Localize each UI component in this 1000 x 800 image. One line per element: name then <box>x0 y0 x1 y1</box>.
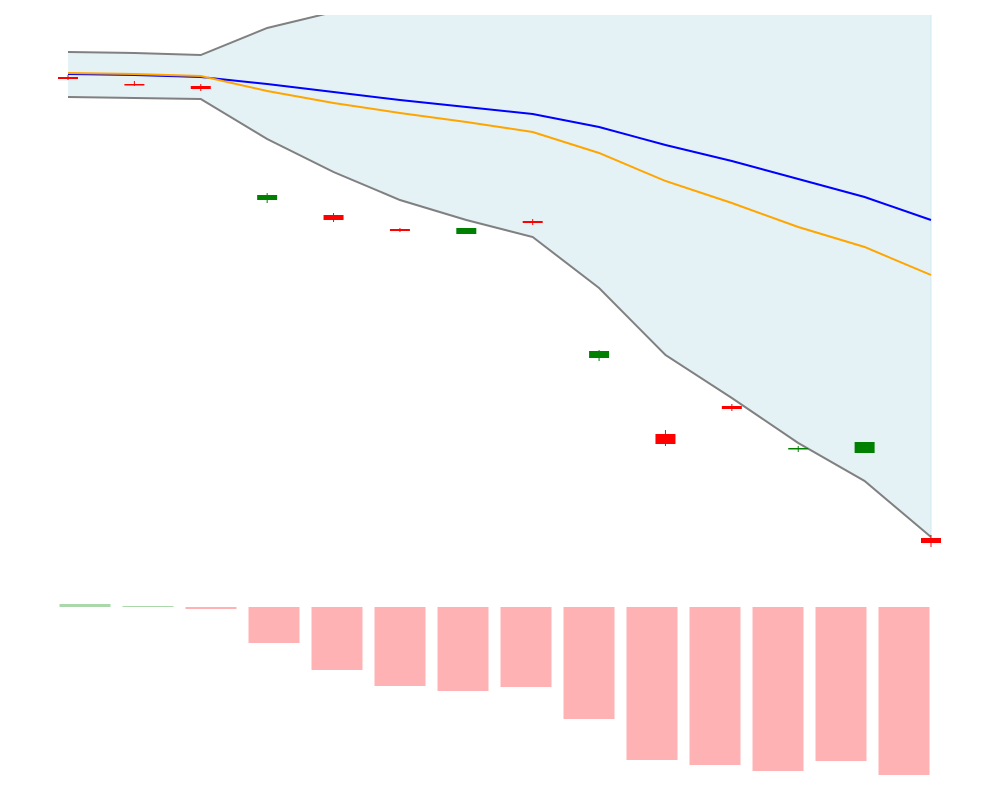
histogram-bar <box>248 607 300 643</box>
candle-body <box>257 195 278 200</box>
histogram-bar <box>122 606 174 607</box>
candle-body <box>721 406 742 409</box>
histogram-bar <box>374 607 426 686</box>
candle-body <box>854 442 875 453</box>
candle-body <box>124 84 145 86</box>
histogram-bar <box>59 604 111 607</box>
price-panel <box>58 15 941 547</box>
candle-body <box>522 221 543 223</box>
candle-body <box>788 448 809 450</box>
band-line <box>67 15 326 57</box>
candle-body <box>921 538 941 543</box>
histogram-panel <box>59 604 930 775</box>
histogram-bar <box>752 607 804 771</box>
candle-body <box>190 86 211 89</box>
candle-body <box>323 215 344 220</box>
histogram-bar <box>815 607 867 761</box>
band-line <box>67 96 932 538</box>
band-area <box>68 15 931 537</box>
histogram-bar <box>689 607 741 765</box>
histogram-bar <box>878 607 930 775</box>
histogram-bar <box>437 607 489 691</box>
histogram-bar <box>626 607 678 760</box>
histogram-bar <box>563 607 615 719</box>
candle-body <box>655 434 676 444</box>
candle-body <box>589 351 610 358</box>
candle-body <box>456 228 477 234</box>
moving-average-line <box>67 72 932 276</box>
candle-body <box>389 229 410 231</box>
histogram-bar <box>185 607 237 609</box>
candle-body <box>58 77 78 79</box>
histogram-bar <box>500 607 552 687</box>
histogram-bar <box>311 607 363 670</box>
